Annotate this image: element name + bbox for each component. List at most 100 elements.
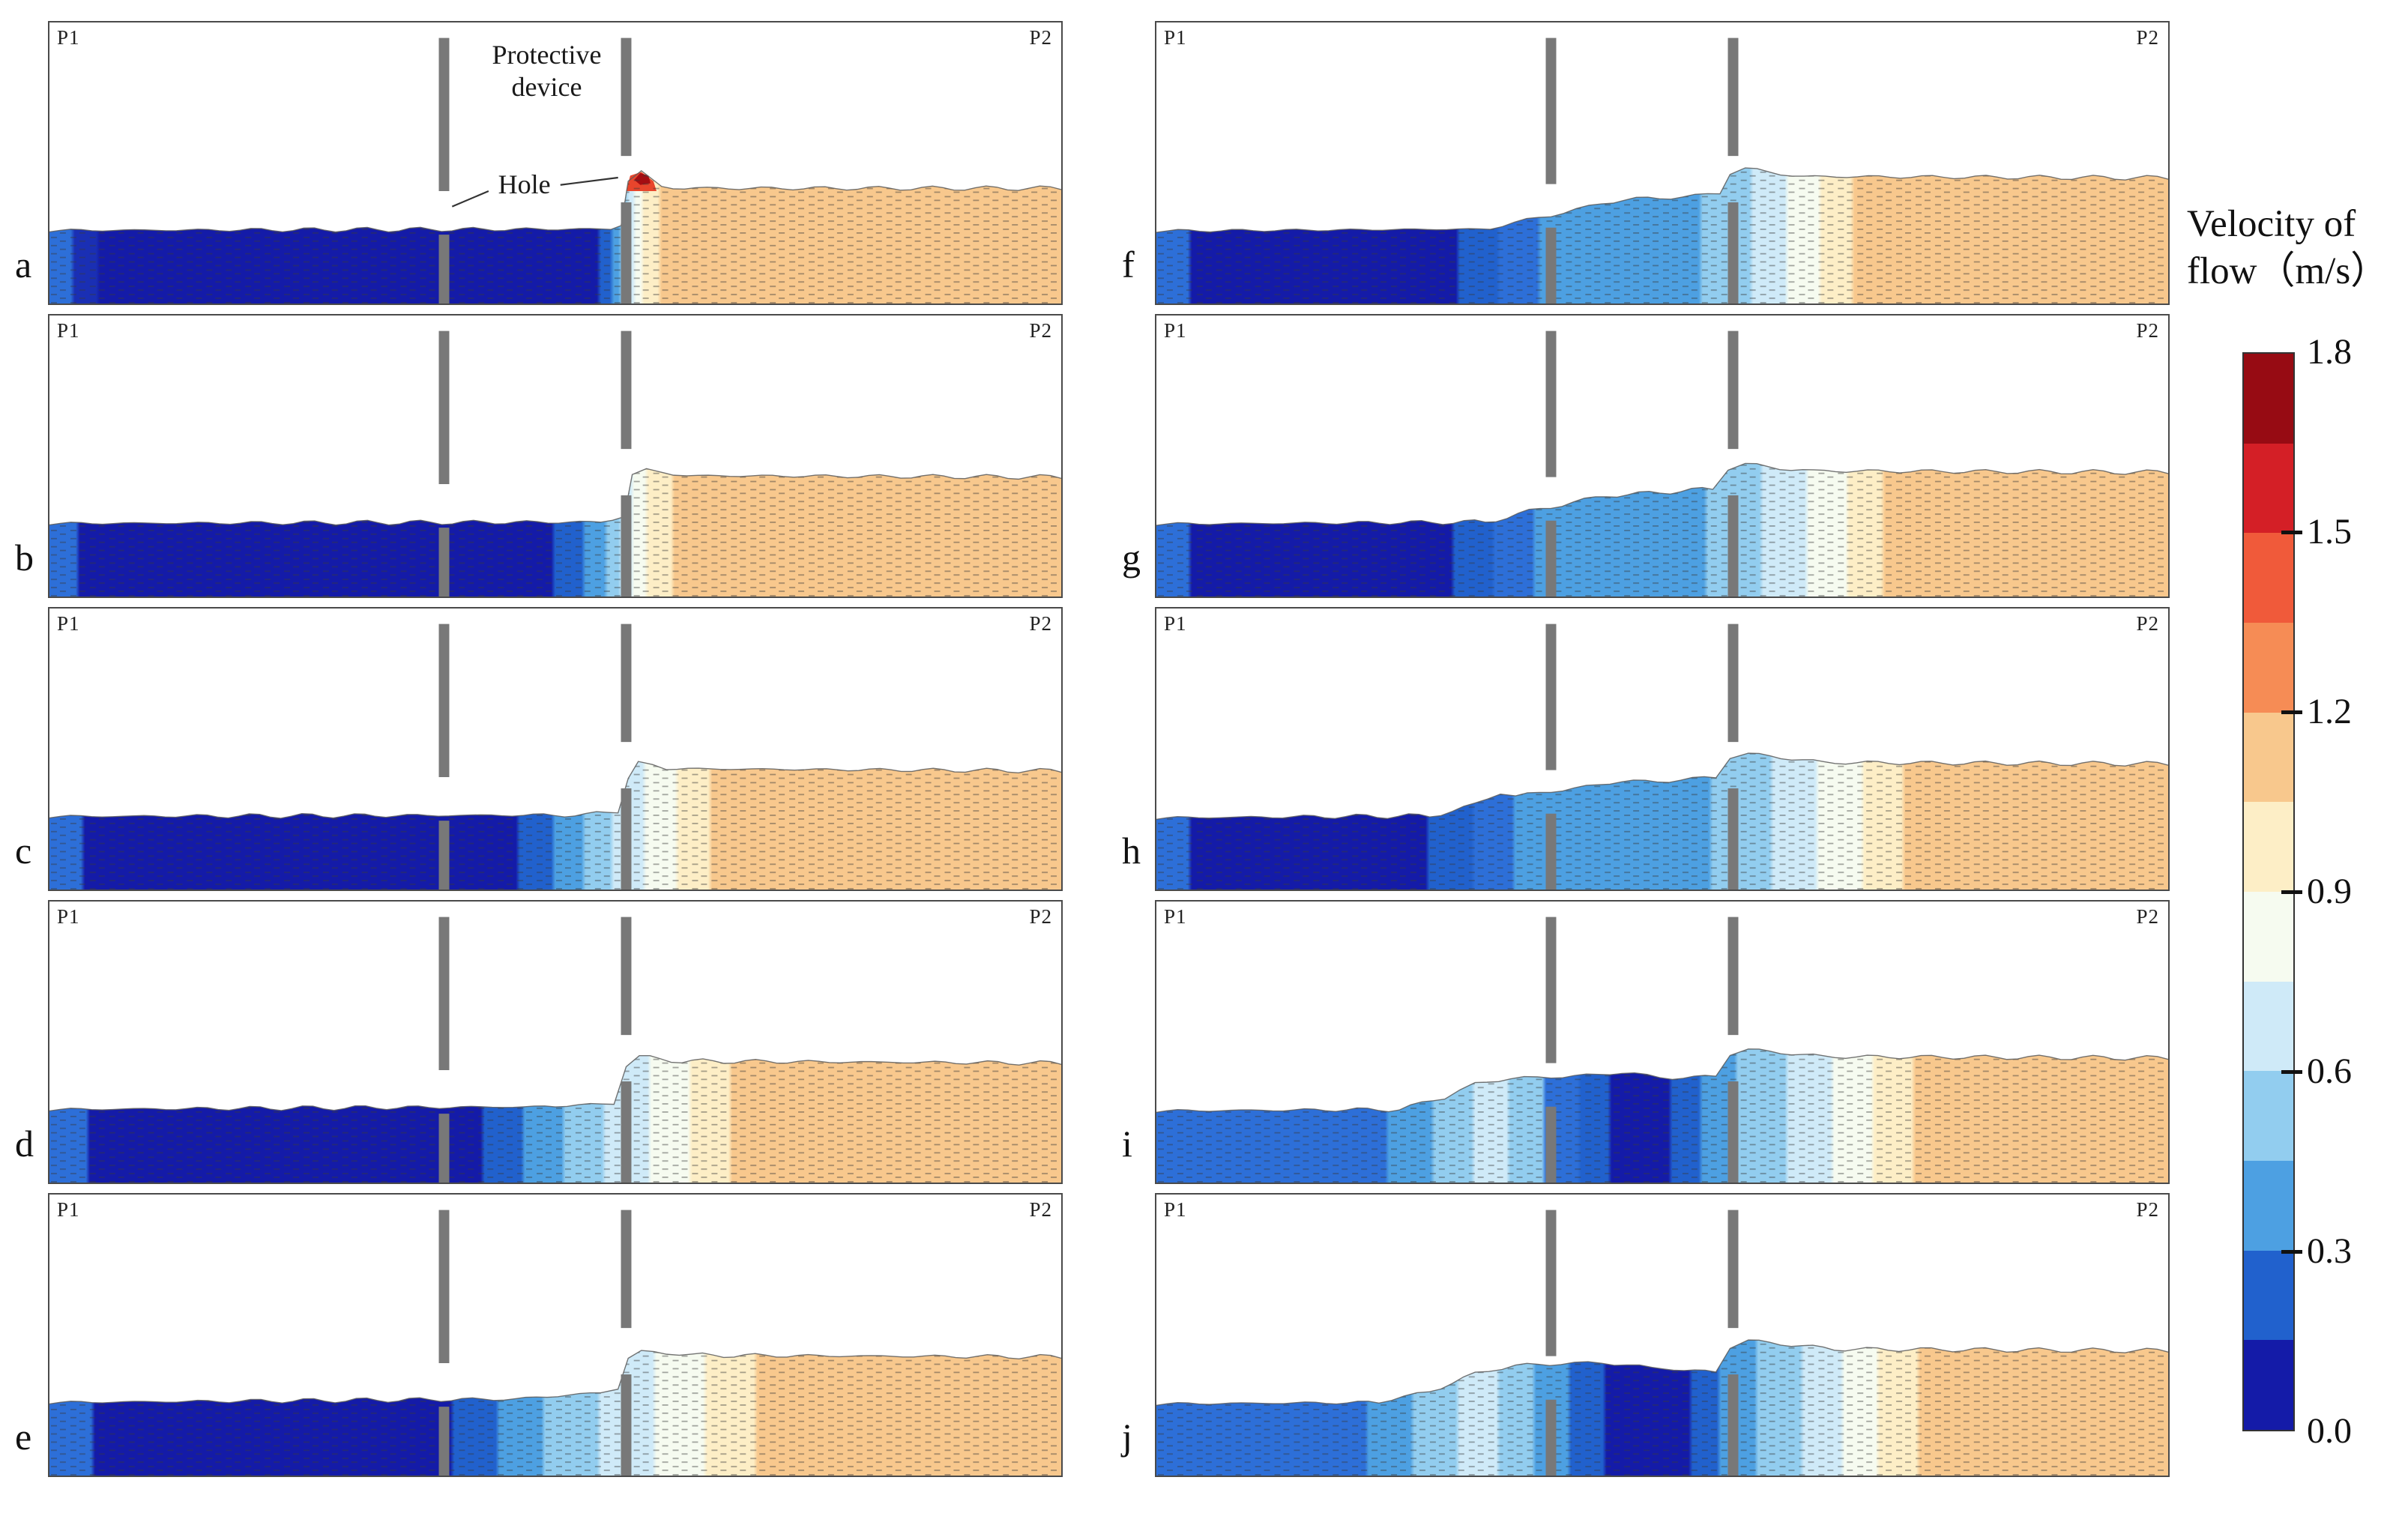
colorbar-tick-label-0.3: 0.3	[2307, 1231, 2352, 1271]
colorbar-band-5	[2244, 802, 2293, 892]
panel-h: P1 P2	[1155, 607, 2170, 891]
colorbar-title-line1: Velocity of	[2187, 203, 2356, 245]
panel-e: P1 P2	[48, 1193, 1063, 1477]
colorbar-tick-mark-1.2	[2281, 710, 2302, 714]
colorbar	[2242, 352, 2295, 1431]
protective-device-bar2-seg1-b	[621, 330, 632, 450]
probe-label-p2-c: P2	[1029, 612, 1052, 635]
protective-device-bar2-seg1-d	[621, 917, 632, 1036]
colorbar-band-8	[2244, 1071, 2293, 1161]
colorbar-tick-label-1.2: 1.2	[2307, 692, 2352, 731]
protective-device-bar2-seg1-j	[1727, 1210, 1739, 1329]
colorbar-title: Velocity of flow（m/s）	[2187, 201, 2389, 295]
protective-device-bar2-seg2-b	[621, 495, 632, 597]
probe-label-p1-i: P1	[1164, 905, 1187, 928]
protective-device-bar2-seg2-j	[1727, 1374, 1739, 1476]
protective-device-bar1-seg1-b	[438, 330, 450, 484]
hole-label: Hole	[498, 169, 551, 199]
protective-device-bar1-seg2-h	[1545, 813, 1557, 890]
colorbar-band-2	[2244, 533, 2293, 623]
probe-label-p2-g: P2	[2136, 319, 2159, 342]
colorbar-title-line2: flow（m/s）	[2187, 250, 2389, 292]
protective-device-bar2-seg2-d	[621, 1081, 632, 1183]
probe-label-p1-d: P1	[57, 905, 80, 928]
protective-device-bar2-seg1-g	[1727, 330, 1739, 450]
panel-b: P1 P2	[48, 314, 1063, 598]
probe-label-p1-j: P1	[1164, 1198, 1187, 1221]
panel-letter-j: j	[1122, 1416, 1132, 1458]
protective-device-bar2-seg1-c	[621, 623, 632, 743]
protective-device-bar2-seg2-h	[1727, 788, 1739, 890]
panel-letter-b: b	[15, 537, 34, 579]
protective-device-label: Protective device	[434, 39, 659, 103]
protective-device-bar1-seg2-e	[438, 1407, 450, 1476]
colorbar-band-4	[2244, 712, 2293, 803]
colorbar-band-11	[2244, 1340, 2293, 1430]
protective-device-bar1-seg2-c	[438, 821, 450, 890]
panel-d: P1 P2	[48, 900, 1063, 1184]
probe-label-p1-f: P1	[1164, 26, 1187, 49]
probe-label-p1-g: P1	[1164, 319, 1187, 342]
probe-label-p1-c: P1	[57, 612, 80, 635]
flow-field-plot-g	[1156, 330, 2168, 597]
panel-letter-i: i	[1122, 1123, 1132, 1165]
probe-label-p1-a: P1	[57, 26, 80, 49]
protective-device-bar1-seg1-c	[438, 623, 450, 777]
flow-field-plot-d	[49, 917, 1061, 1183]
panel-letter-g: g	[1122, 537, 1141, 579]
colorbar-band-6	[2244, 891, 2293, 982]
flow-field-plot-e	[49, 1210, 1061, 1476]
probe-label-p1-b: P1	[57, 319, 80, 342]
colorbar-tick-label-0.0: 0.0	[2307, 1411, 2352, 1451]
protective-device-bar1-seg2-a	[438, 235, 450, 304]
panel-letter-f: f	[1122, 244, 1135, 286]
colorbar-tick-label-0.9: 0.9	[2307, 872, 2352, 911]
flow-field-plot-a	[49, 37, 1061, 304]
flow-field-plot-f	[1156, 37, 2168, 304]
panel-f: P1 P2	[1155, 21, 2170, 305]
protective-device-bar1-seg1-h	[1545, 623, 1557, 770]
panel-a: P1 P2 Protective device Hole	[48, 21, 1063, 305]
flow-field-plot-i	[1156, 917, 2168, 1183]
flow-field-plot-c	[49, 623, 1061, 890]
protective-device-bar2-seg1-i	[1727, 917, 1739, 1036]
probe-label-p2-i: P2	[2136, 905, 2159, 928]
protective-device-bar2-seg1-a	[621, 37, 632, 157]
protective-device-bar1-seg1-j	[1545, 1210, 1557, 1356]
panel-j: P1 P2	[1155, 1193, 2170, 1477]
flow-field-plot-h	[1156, 623, 2168, 890]
panel-letter-c: c	[15, 830, 32, 872]
probe-label-p2-h: P2	[2136, 612, 2159, 635]
panel-c: P1 P2	[48, 607, 1063, 891]
panel-letter-d: d	[15, 1123, 34, 1165]
protective-device-bar1-seg2-j	[1545, 1399, 1557, 1476]
protective-device-bar1-seg2-b	[438, 528, 450, 597]
hole-leader-line-right	[560, 176, 618, 186]
protective-device-bar1-seg1-a	[438, 37, 450, 191]
colorbar-band-0	[2244, 354, 2293, 444]
probe-label-p2-d: P2	[1029, 905, 1052, 928]
probe-label-p1-h: P1	[1164, 612, 1187, 635]
protective-device-bar2-seg1-h	[1727, 623, 1739, 743]
protective-device-bar2-seg2-c	[621, 788, 632, 890]
colorbar-tick-label-1.8: 1.8	[2307, 332, 2352, 372]
protective-device-bar2-seg2-i	[1727, 1081, 1739, 1183]
protective-device-bar1-seg2-f	[1545, 227, 1557, 304]
flow-field-plot-j	[1156, 1210, 2168, 1476]
protective-device-bar2-seg1-f	[1727, 37, 1739, 157]
probe-label-p2-j: P2	[2136, 1198, 2159, 1221]
panel-i: P1 P2	[1155, 900, 2170, 1184]
panel-letter-e: e	[15, 1416, 32, 1458]
protective-device-bar2-seg2-a	[621, 202, 632, 304]
protective-device-label-line1: Protective	[492, 40, 602, 70]
protective-device-bar1-seg1-f	[1545, 37, 1557, 184]
protective-device-bar2-seg2-g	[1727, 495, 1739, 597]
colorbar-band-10	[2244, 1250, 2293, 1341]
colorbar-tick-mark-0.3	[2281, 1250, 2302, 1254]
colorbar-band-7	[2244, 981, 2293, 1072]
protective-device-bar1-seg1-g	[1545, 330, 1557, 477]
protective-device-bar2-seg1-e	[621, 1210, 632, 1329]
colorbar-tick-label-0.6: 0.6	[2307, 1051, 2352, 1091]
colorbar-band-3	[2244, 622, 2293, 713]
